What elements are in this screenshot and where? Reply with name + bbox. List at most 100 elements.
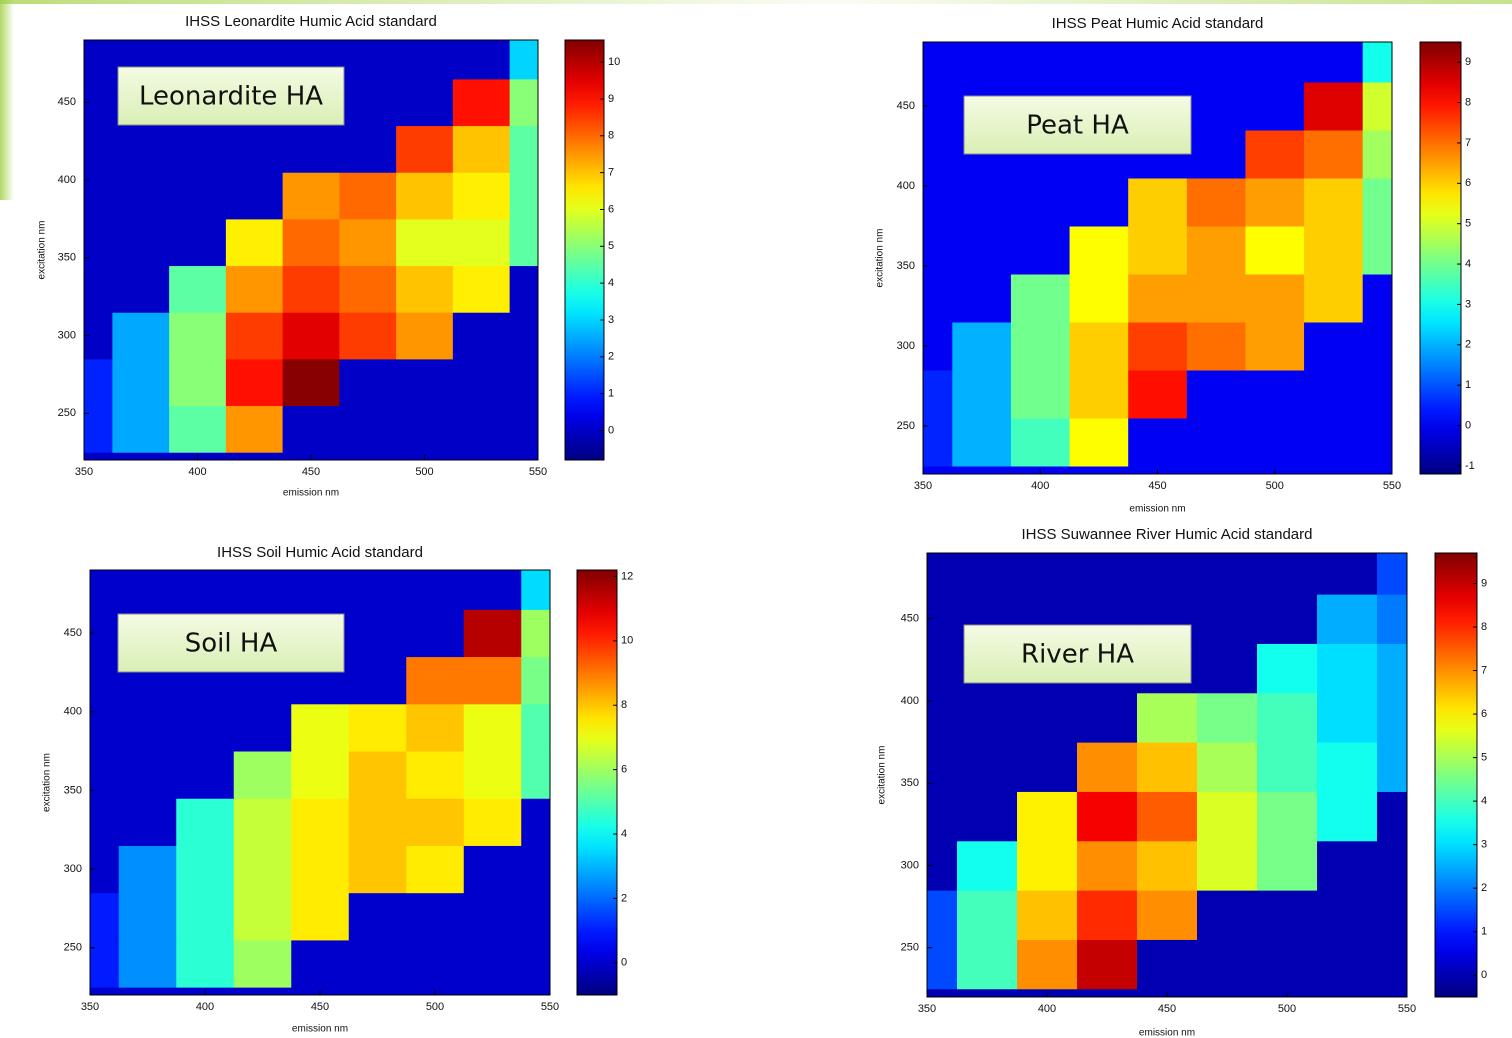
heatmap-cell bbox=[1304, 226, 1364, 275]
y-axis-label: excitation nm bbox=[875, 229, 886, 288]
heatmap-cell bbox=[118, 939, 177, 988]
heatmap-cell bbox=[957, 939, 1018, 990]
heatmap-cell bbox=[957, 840, 1018, 891]
heatmap-cell bbox=[1197, 643, 1258, 694]
heatmap-cell bbox=[521, 570, 550, 610]
y-axis-label: excitation nm bbox=[37, 221, 48, 280]
x-tick-label: 400 bbox=[1031, 480, 1049, 492]
heatmap-cell bbox=[521, 656, 550, 705]
heatmap-cell bbox=[176, 939, 235, 988]
y-tick-label: 300 bbox=[901, 859, 919, 871]
heatmap-cell bbox=[225, 265, 284, 313]
heatmap-cell bbox=[339, 172, 397, 220]
heatmap-cell bbox=[1304, 42, 1364, 83]
heatmap-cell bbox=[1197, 840, 1258, 891]
x-tick-label: 350 bbox=[75, 466, 93, 478]
heatmap-cell bbox=[1137, 742, 1198, 792]
colorbar-tick-label: 6 bbox=[1481, 708, 1487, 720]
heatmap-cell bbox=[1317, 791, 1378, 842]
heatmap-cell bbox=[233, 845, 292, 894]
heatmap-cell bbox=[1077, 692, 1138, 743]
heatmap-cell bbox=[118, 751, 177, 799]
heatmap-cell bbox=[396, 125, 454, 173]
heatmap-cell bbox=[927, 643, 958, 694]
heatmap-cell bbox=[957, 692, 1018, 743]
heatmap-cell bbox=[1010, 42, 1071, 83]
heatmap-cell bbox=[112, 358, 170, 407]
heatmap-cell bbox=[1197, 742, 1258, 792]
colorbar-tick-label: 0 bbox=[621, 957, 627, 969]
y-tick-label: 450 bbox=[64, 627, 82, 639]
heatmap-cell bbox=[1245, 322, 1305, 371]
colorbar-tick-label: 7 bbox=[1481, 664, 1487, 676]
heatmap-cell bbox=[927, 553, 958, 595]
colorbar bbox=[576, 569, 618, 996]
heatmap-cell bbox=[452, 312, 511, 360]
colorbar-tick-label: 8 bbox=[621, 699, 627, 711]
colorbar-tick-label: 6 bbox=[621, 764, 627, 776]
heatmap-cell bbox=[396, 172, 454, 220]
heatmap-cell bbox=[1257, 692, 1318, 743]
heatmap-cell bbox=[1137, 939, 1198, 990]
heatmap-cell bbox=[1186, 82, 1246, 131]
heatmap-cell bbox=[169, 218, 227, 267]
x-tick-label: 550 bbox=[1383, 480, 1401, 492]
heatmap-cell bbox=[339, 40, 397, 80]
heatmap-cell bbox=[463, 939, 522, 988]
heatmap-cell bbox=[225, 312, 284, 360]
annotation: River HA bbox=[1021, 640, 1134, 670]
heatmap-cell bbox=[348, 570, 407, 610]
heatmap-cell bbox=[406, 703, 465, 752]
heatmap-cell bbox=[406, 939, 465, 988]
heatmap-cell bbox=[406, 570, 465, 610]
annotation-box bbox=[963, 624, 1192, 684]
heatmap-cell bbox=[1245, 274, 1305, 323]
heatmap-cell bbox=[1377, 742, 1407, 792]
colorbar-tick-label: 5 bbox=[1481, 751, 1487, 763]
heatmap-cell bbox=[406, 656, 465, 705]
heatmap-cell bbox=[927, 791, 958, 842]
heatmap-cell bbox=[396, 312, 454, 360]
annotation-box bbox=[117, 613, 345, 673]
heatmap-cell bbox=[291, 845, 350, 894]
heatmap-cell bbox=[396, 265, 454, 313]
x-tick-label: 500 bbox=[426, 1001, 444, 1013]
heatmap-cell bbox=[1077, 553, 1138, 595]
heatmap bbox=[90, 570, 550, 988]
heatmap-cell bbox=[339, 405, 397, 453]
heatmap-cell bbox=[1257, 742, 1318, 792]
heatmap-cell bbox=[923, 370, 953, 419]
heatmap-cell bbox=[509, 218, 538, 267]
heatmap-cell bbox=[957, 890, 1018, 940]
x-tick-label: 500 bbox=[1278, 1003, 1296, 1015]
heatmap-cell bbox=[1362, 226, 1392, 275]
heatmap-cell bbox=[1304, 322, 1364, 371]
heatmap-cell bbox=[463, 656, 522, 705]
y-tick-label: 450 bbox=[58, 96, 76, 108]
heatmap-cell bbox=[1317, 643, 1378, 694]
heatmap-cell bbox=[291, 798, 350, 846]
y-tick-label: 300 bbox=[64, 863, 82, 875]
colorbar-tick-label: 6 bbox=[608, 203, 614, 215]
chart-title: IHSS Suwannee River Humic Acid standard bbox=[1022, 526, 1313, 543]
heatmap-cell bbox=[112, 125, 170, 173]
annotation: Peat HA bbox=[1026, 111, 1129, 141]
heatmap-cell bbox=[1245, 226, 1305, 275]
colorbar-tick-label: 2 bbox=[608, 351, 614, 363]
heatmap-cell bbox=[1245, 370, 1305, 419]
y-tick-label: 300 bbox=[897, 340, 915, 352]
heatmap-cell bbox=[463, 892, 522, 941]
heatmap-cell bbox=[1257, 890, 1318, 940]
x-axis-label: emission nm bbox=[1139, 1028, 1195, 1038]
y-tick-label: 350 bbox=[58, 252, 76, 264]
heatmap-cell bbox=[176, 751, 235, 799]
heatmap-cell bbox=[225, 405, 284, 453]
y-axis-label: excitation nm bbox=[877, 746, 888, 805]
colorbar-tick-label: 6 bbox=[1465, 177, 1471, 189]
heatmap-cell bbox=[1304, 82, 1364, 131]
heatmap-cell bbox=[406, 798, 465, 846]
heatmap-cell bbox=[1317, 594, 1378, 644]
heatmap-cell bbox=[509, 265, 538, 313]
colorbar-tick-label: 2 bbox=[621, 892, 627, 904]
